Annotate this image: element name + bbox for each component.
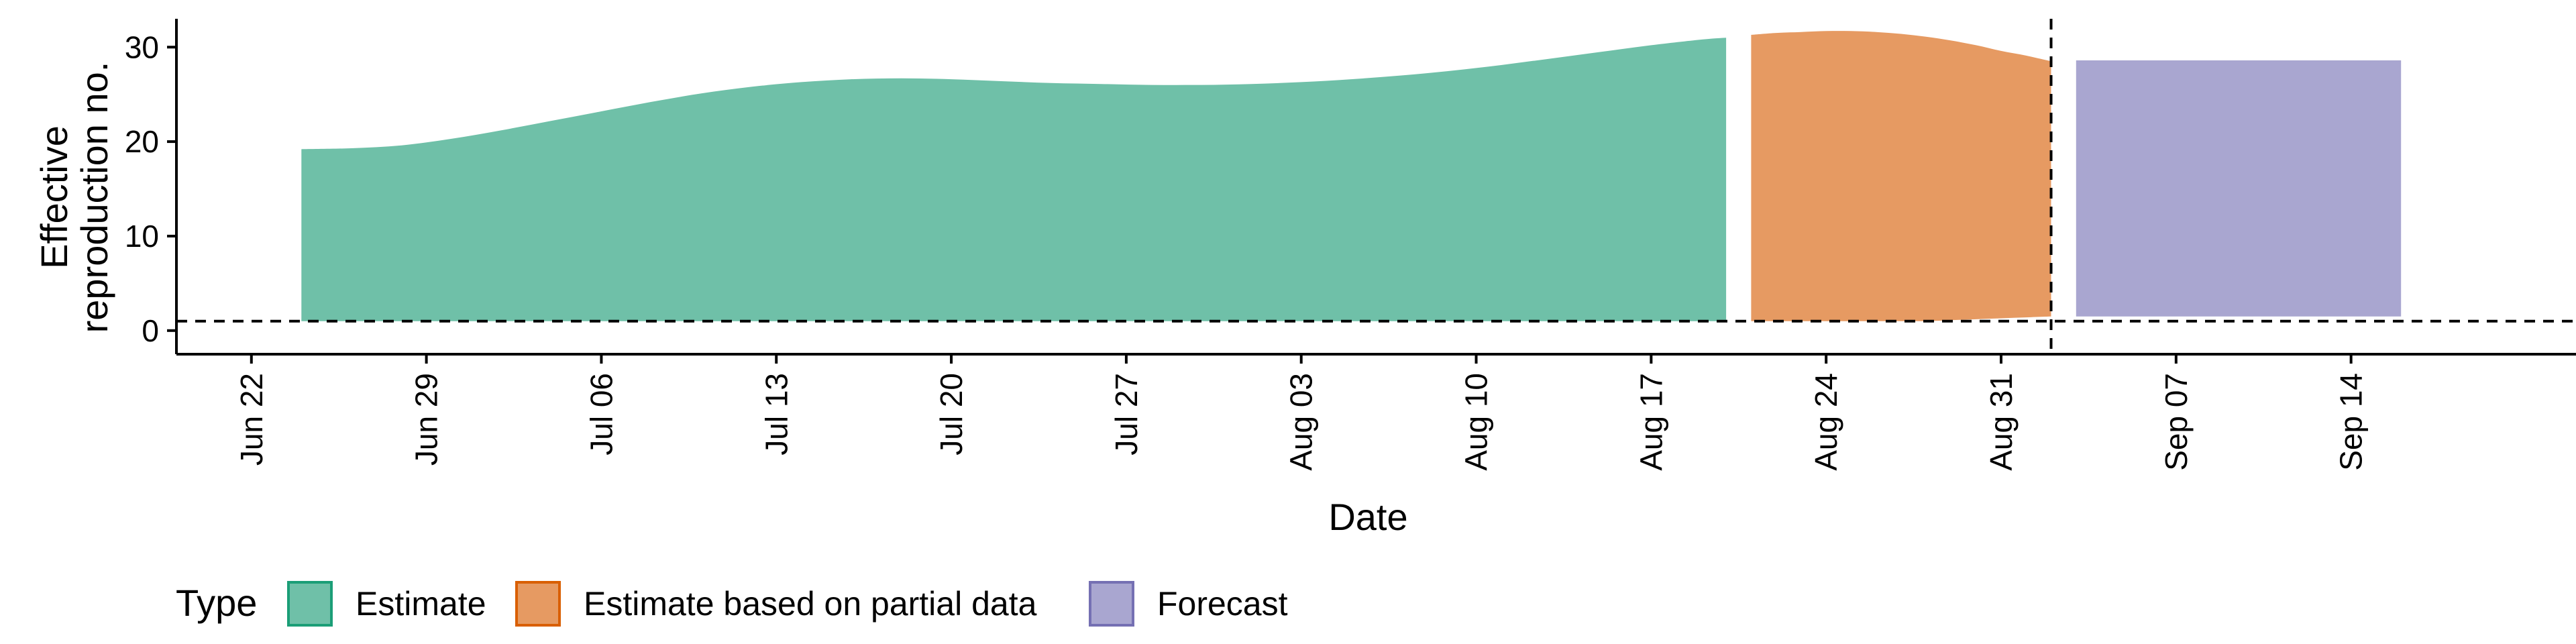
x-tick-label: Sep 07: [2159, 373, 2194, 471]
x-tick-label: Jul 27: [1109, 373, 1144, 455]
x-tick-label: Aug 24: [1809, 373, 1843, 471]
y-axis-title-line: Effective: [33, 125, 75, 269]
legend-key-forecast: [1089, 581, 1134, 627]
y-axis-title-line: reproduction no.: [73, 62, 115, 333]
axes: 0 10 20 30 Jun 22 Jun 29 Jul 06 Jul 13 Jul 20 Jul…: [33, 19, 2576, 538]
legend: Type Estimate Estimate based on partial da…: [176, 581, 1288, 627]
y-tick-label: 20: [125, 124, 159, 159]
x-tick-label: Sep 14: [2334, 373, 2369, 471]
x-tick-label: Jul 13: [759, 373, 794, 455]
y-axis-title: Effectivereproduction no.: [33, 62, 115, 333]
x-tick-label: Jul 20: [934, 373, 969, 455]
legend-label-estimate-based-on-partial-data: Estimate based on partial data: [584, 585, 1037, 623]
x-tick-label: Aug 10: [1459, 373, 1494, 471]
legend-label-forecast: Forecast: [1157, 585, 1288, 623]
x-tick-label: Aug 17: [1633, 373, 1668, 471]
x-axis-title: Date: [1328, 496, 1407, 538]
legend-label-estimate: Estimate: [356, 585, 486, 623]
x-tick-label: Jun 29: [409, 373, 444, 466]
reference-lines: [176, 19, 2576, 354]
x-tick-label: Jun 22: [234, 373, 269, 466]
legend-key-estimate: [287, 581, 333, 627]
y-tick-label: 0: [142, 313, 159, 348]
y-tick-label: 30: [125, 30, 159, 64]
x-tick-label: Aug 31: [1984, 373, 2019, 471]
y-tick-label: 10: [125, 219, 159, 254]
area-estimate-based-on-partial-data: [1751, 31, 2051, 321]
legend-key-estimate-based-on-partial-data: [515, 581, 561, 627]
legend-title: Type: [176, 582, 257, 624]
area-estimate: [301, 38, 1727, 321]
x-tick-label: Jul 06: [584, 373, 619, 455]
x-tick-label: Aug 03: [1284, 373, 1319, 471]
series-areas: [301, 31, 2402, 321]
area-forecast: [2076, 60, 2402, 317]
